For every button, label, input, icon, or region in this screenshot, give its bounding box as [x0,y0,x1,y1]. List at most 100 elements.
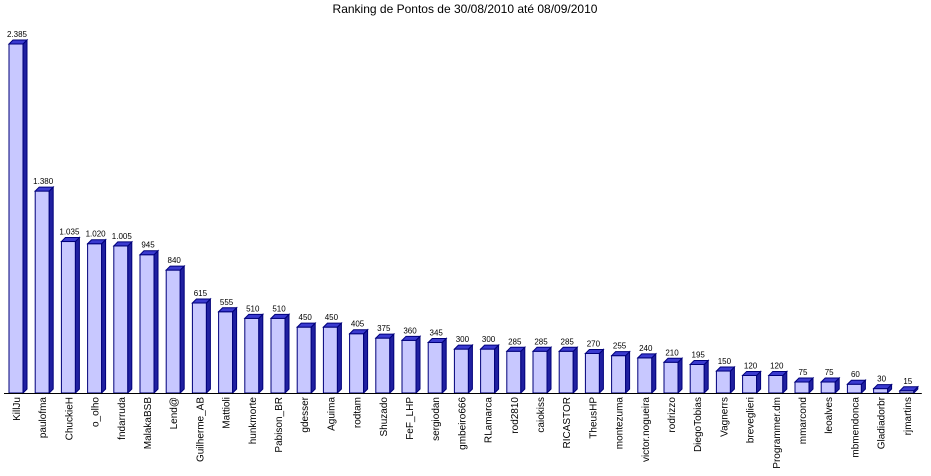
bar-top [557,346,579,352]
bar-top [112,241,134,247]
bar-top [191,298,212,304]
bar-29 [767,370,789,395]
bar-10 [269,313,291,395]
bar-top [453,344,474,350]
bar-21 [557,346,579,395]
bar-top [348,329,369,335]
x-labels-group: KillJu paulofma ChuckieH o_olho fndarruda Mal… [12,396,914,468]
bar-front [244,317,260,394]
bar-top [872,384,893,390]
bar-top [898,386,920,392]
bar-top [610,351,631,357]
value-label: 285 [534,337,548,346]
bar-side [389,332,395,395]
bar-4 [112,240,134,395]
value-label: 120 [770,361,784,370]
bar-front [34,190,50,394]
value-label: 285 [561,337,575,346]
category-label: ChuckieH [64,397,75,440]
bar-front [218,311,234,394]
bar-side [232,306,238,395]
value-label: 555 [220,298,234,307]
value-label: 30 [877,375,886,384]
bar-front [689,363,705,394]
value-label: 150 [718,357,732,366]
bar-top [243,313,265,319]
bar-side [179,264,185,395]
value-label: 75 [825,368,834,377]
bar-front [611,355,627,394]
bar-top [688,359,710,365]
bar-front [453,348,469,394]
category-label: Mattioli [222,397,233,429]
bar-9 [243,313,265,395]
bar-side [651,352,657,395]
bar-side [467,343,473,395]
bar-32 [846,379,867,395]
value-label: 360 [403,326,417,335]
bar-front [480,348,496,394]
category-label: Vagnerrs [719,397,730,437]
bar-side [546,346,552,395]
bar-6 [164,264,186,395]
category-label: Programmer.dm [772,397,783,469]
bar-top [164,265,186,271]
category-label: breveglieri [746,397,757,443]
bar-side [74,236,80,395]
bar-26 [688,359,710,395]
bar-side [284,313,290,395]
category-label: mbmendonca [850,397,861,458]
bar-side [48,185,54,395]
bar-side [598,348,604,395]
bar-side [127,240,133,395]
bar-22 [584,348,605,395]
category-label: Gladiadorbr [877,396,888,449]
bar-top [374,333,396,339]
value-label: 405 [351,320,365,329]
bar-top [767,370,789,376]
bar-side [153,249,159,395]
value-label: 345 [430,329,444,338]
bar-top [7,39,29,45]
bar-front [532,350,548,394]
bar-front [375,337,391,394]
category-label: Guilherme_AB [195,397,206,462]
bar-top [741,370,762,376]
bar-top [505,346,527,352]
value-label: 510 [272,304,286,313]
bar-1 [33,185,55,395]
category-label: Pabison_BR [274,397,285,453]
value-label: 375 [377,324,391,333]
bar-side [703,359,709,395]
value-label: 615 [194,289,208,298]
bar-front [715,370,731,394]
category-label: RLamarca [484,397,495,444]
bar-5 [138,249,160,395]
bar-top [60,237,81,243]
bar-front [584,352,600,394]
bar-top [426,338,448,344]
bar-13 [348,328,369,395]
category-label: Shuzado [379,397,390,437]
bar-side [625,350,631,395]
category-label: rodrizzo [667,397,678,433]
bar-front [846,383,862,394]
bar-18 [479,343,500,395]
value-label: 15 [903,377,912,386]
value-label: 120 [744,361,758,370]
bar-33 [872,383,893,395]
value-label: 2.385 [7,30,28,39]
bar-top [531,346,553,352]
bar-side [336,321,342,395]
bar-front [113,245,129,394]
value-label: 1.005 [112,232,133,241]
bar-top [217,307,238,313]
value-label: 450 [325,313,339,322]
bar-top [584,348,605,354]
category-label: sergiodan [431,397,442,441]
value-label: 75 [799,368,808,377]
bar-side [363,328,369,395]
bar-front [742,374,758,394]
bar-27 [715,365,736,395]
value-label: 60 [851,370,860,379]
